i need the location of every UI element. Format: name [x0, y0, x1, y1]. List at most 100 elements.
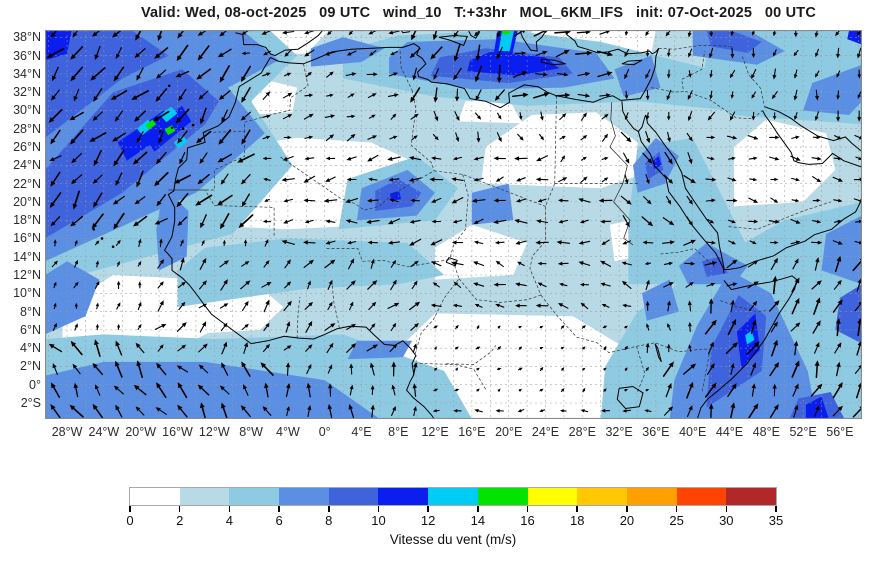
- wind-arrow-head: [181, 344, 187, 349]
- wind-arrow-head: [433, 74, 438, 80]
- wind-arrow-head: [114, 116, 120, 122]
- wind-arrow-head: [667, 382, 672, 389]
- wind-arrow-head: [371, 114, 376, 119]
- wind-arrow-head: [515, 303, 520, 308]
- wind-arrow-head: [668, 282, 674, 287]
- wind-arrow-head: [308, 135, 314, 140]
- wind-arrow-head: [156, 200, 162, 207]
- wind-arrow-head: [346, 177, 351, 182]
- wind-arrow-head: [731, 383, 737, 389]
- wind-arrow-head: [70, 221, 76, 227]
- wind-arrow-head: [138, 323, 142, 328]
- wind-arrow-head: [624, 52, 629, 58]
- wind-arrow-head: [266, 72, 271, 76]
- wind-arrow-head: [453, 74, 458, 81]
- wind-arrow-head: [455, 116, 460, 122]
- wind-arrow-head: [177, 137, 183, 144]
- wind-arrow-shaft: [704, 321, 716, 335]
- wind-arrow-head: [223, 341, 228, 347]
- wind-arrow-shaft: [134, 215, 148, 226]
- wind-arrow-head: [53, 281, 57, 286]
- x-tick-label: 16°W: [162, 425, 193, 439]
- wind-arrow-head: [817, 240, 823, 245]
- wind-arrow-head: [514, 156, 520, 161]
- wind-arrow-head: [217, 200, 223, 206]
- wind-arrow-head: [243, 384, 247, 390]
- wind-arrow-head: [92, 31, 98, 37]
- wind-arrow-head: [709, 219, 715, 224]
- wind-arrow-head: [772, 116, 777, 120]
- wind-arrow-head: [473, 282, 479, 287]
- coastline: [621, 59, 643, 66]
- wind-arrow-shaft: [197, 194, 213, 205]
- wind-arrow-head: [367, 240, 373, 245]
- wind-arrow-head: [815, 95, 819, 101]
- wind-arrow-shaft: [114, 212, 125, 228]
- wind-arrow-head: [351, 343, 357, 349]
- wind-arrow-head: [600, 282, 606, 287]
- wind-arrow-head: [645, 31, 650, 37]
- wind-arrow-head: [476, 324, 480, 329]
- wind-arrow-head: [328, 301, 333, 307]
- coastline: [235, 30, 324, 57]
- wind-arrow-head: [265, 91, 271, 97]
- wind-arrow-head: [195, 200, 202, 206]
- wind-arrow-head: [95, 240, 100, 245]
- wind-arrow-head: [218, 94, 225, 100]
- wind-arrow-head: [73, 96, 78, 102]
- wind-arrow-head: [815, 297, 821, 304]
- legend-tick-mark: [178, 506, 181, 512]
- wind-arrow-head: [537, 282, 543, 287]
- wind-arrow-head: [348, 404, 353, 410]
- wind-arrow-head: [116, 280, 121, 285]
- coastline: [645, 114, 725, 270]
- wind-arrow-head: [666, 116, 671, 121]
- wind-arrow-head: [346, 51, 352, 56]
- y-tick-label: 34°N: [13, 66, 41, 81]
- wind-arrow-head: [729, 116, 734, 121]
- wind-arrow-head: [70, 340, 77, 347]
- wind-arrow-head: [667, 343, 671, 348]
- wind-arrow-head: [202, 280, 207, 286]
- wind-arrow-head: [563, 72, 569, 77]
- legend-color-cell: [726, 488, 776, 505]
- wind-arrow-head: [578, 198, 584, 203]
- wind-arrow-head: [837, 405, 843, 411]
- wind-arrow-head: [155, 158, 162, 165]
- wind-arrow-head: [112, 32, 118, 38]
- x-tick-label: 0°: [318, 425, 331, 439]
- wind-arrow-head: [539, 366, 544, 371]
- wind-arrow-head: [542, 50, 548, 55]
- wind-arrow-head: [159, 300, 164, 306]
- wind-arrow-head: [645, 179, 650, 185]
- wind-arrow-head: [580, 302, 586, 307]
- wind-arrow-head: [202, 257, 207, 264]
- wind-arrow-shaft: [114, 149, 125, 165]
- wind-arrow-head: [794, 383, 799, 390]
- wind-arrow-head: [413, 362, 418, 368]
- wind-arrow-shaft: [133, 90, 150, 100]
- wind-arrow-head: [624, 115, 629, 120]
- wind-arrow-head: [815, 257, 820, 263]
- wind-arrow-head: [583, 176, 588, 181]
- wind-arrow-head: [598, 198, 604, 203]
- wind-arrow-head: [838, 177, 843, 182]
- wind-arrow-head: [69, 115, 76, 121]
- wind-arrow-head: [200, 222, 205, 229]
- wind-arrow-head: [690, 363, 697, 369]
- island-dot: [111, 245, 115, 248]
- wind-arrow-head: [264, 198, 269, 202]
- wind-arrow-head: [138, 301, 142, 307]
- wind-arrow-head: [857, 278, 862, 284]
- legend-tick-mark: [228, 506, 231, 512]
- wind-arrow-head: [134, 116, 140, 122]
- wind-arrow-shaft: [201, 404, 207, 419]
- coastline: [445, 256, 458, 267]
- wind-arrow-head: [645, 279, 650, 285]
- wind-arrow-shaft: [155, 171, 169, 185]
- wind-arrow-head: [535, 177, 541, 182]
- wind-arrow-head: [836, 95, 840, 100]
- wind-arrow-head: [115, 404, 120, 411]
- wind-arrow-head: [434, 136, 439, 141]
- coastline: [724, 198, 862, 270]
